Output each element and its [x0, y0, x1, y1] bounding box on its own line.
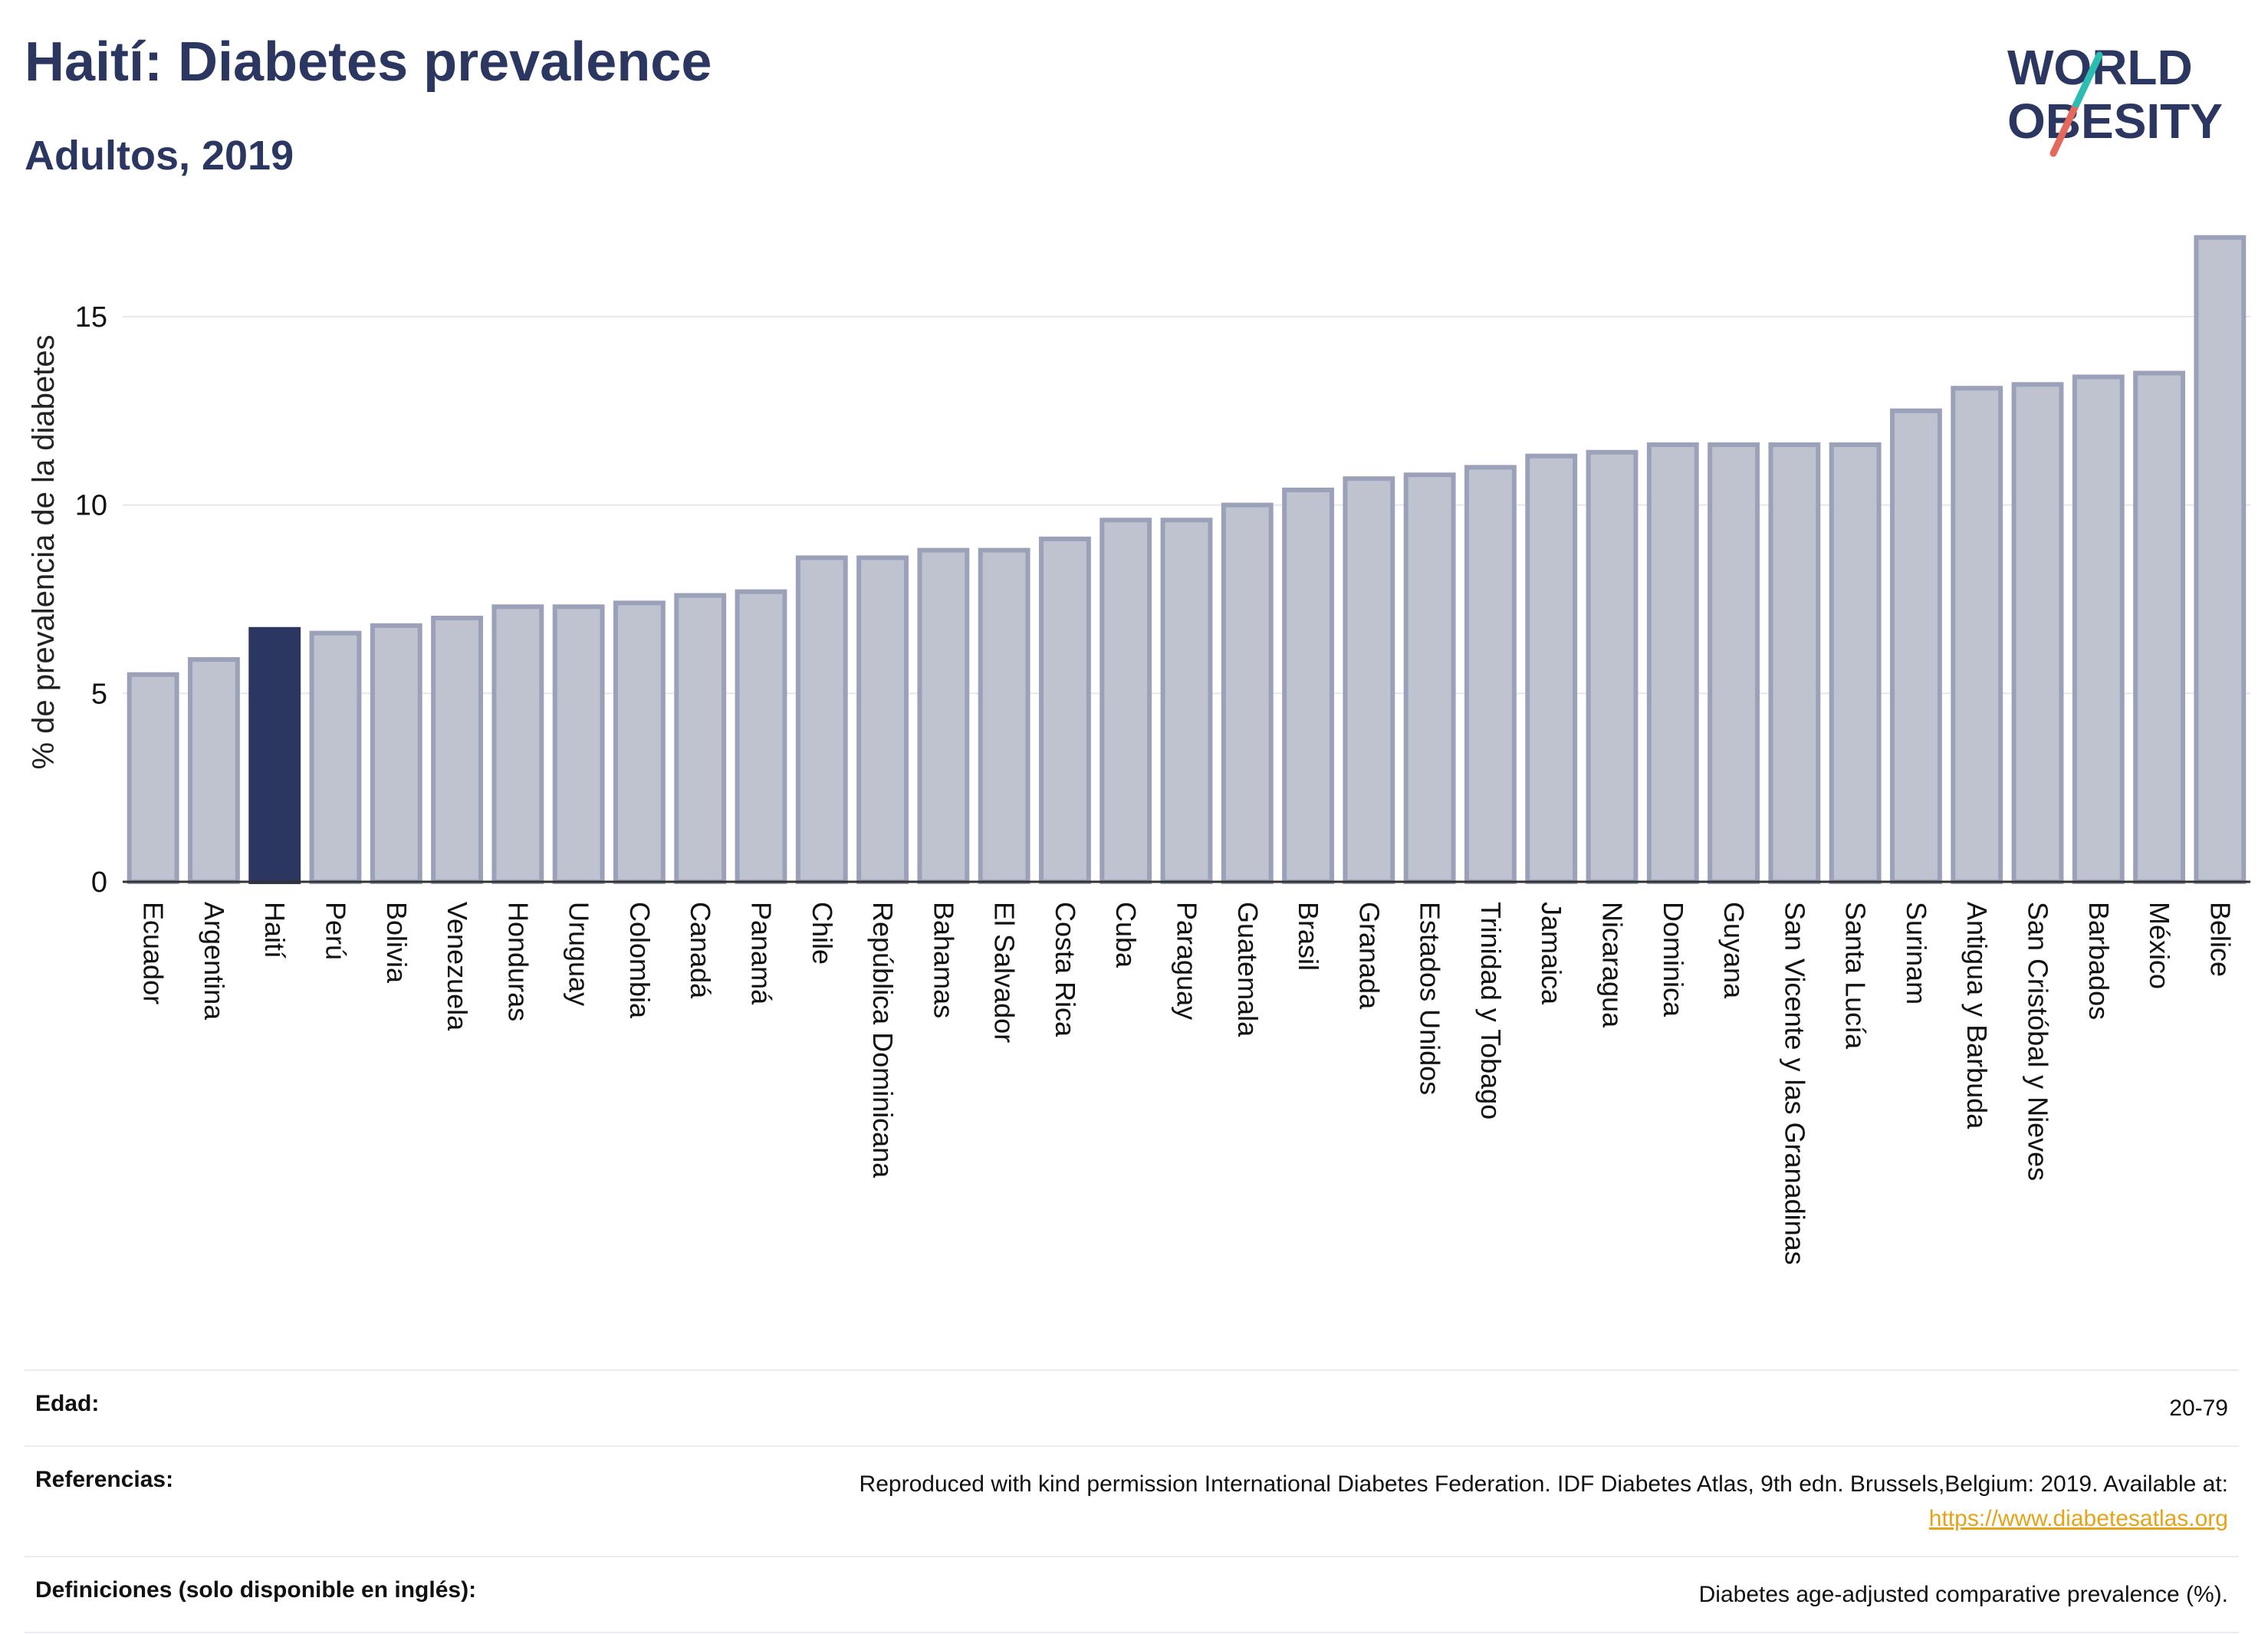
x-tick-label: Chile — [807, 902, 838, 965]
x-tick-label: Surinam — [1901, 902, 1932, 1004]
bar-17 — [1160, 518, 1213, 884]
bar-1 — [188, 657, 240, 884]
logo-slash-teal — [2072, 51, 2103, 108]
diabetes-atlas-link[interactable]: https://www.diabetesatlas.org — [1928, 1506, 2228, 1531]
x-tick-label: Belice — [2204, 902, 2236, 977]
meta-row-definitions: Definiciones (solo disponible en inglés)… — [25, 1556, 2239, 1633]
x-tick-label: Argentina — [199, 902, 230, 1021]
y-tick-label: 15 — [75, 301, 107, 334]
bar-29 — [1890, 408, 1942, 884]
bar-10 — [735, 589, 787, 884]
bar-19 — [1282, 487, 1334, 885]
bar-4 — [370, 623, 422, 884]
bar-14 — [978, 547, 1030, 884]
x-tick-label: República Dominicana — [867, 902, 899, 1179]
page-subtitle: Adultos, 2019 — [25, 133, 294, 179]
bar-21 — [1403, 472, 1456, 884]
bar-25 — [1646, 442, 1699, 884]
bar-32 — [2072, 374, 2125, 884]
x-tick-label: Antigua y Barbuda — [1961, 902, 1993, 1129]
x-tick-label: Brasil — [1293, 902, 1324, 971]
x-tick-label: San Cristóbal y Nieves — [2023, 902, 2054, 1181]
x-tick-label: Barbados — [2083, 902, 2115, 1020]
x-tick-label: Canadá — [685, 902, 716, 999]
bar-12 — [856, 555, 909, 884]
bar-5 — [431, 616, 483, 884]
logo-slash-red — [2049, 100, 2080, 157]
x-tick-label: El Salvador — [989, 902, 1021, 1043]
x-tick-label: Bahamas — [928, 902, 959, 1018]
bar-9 — [674, 593, 727, 884]
meta-age-label: Edad: — [35, 1391, 100, 1416]
bar-8 — [613, 600, 666, 884]
x-tick-label: Trinidad y Tobago — [1475, 902, 1507, 1119]
bar-2 — [248, 626, 301, 884]
x-tick-label: Uruguay — [564, 902, 595, 1006]
x-tick-label: Venezuela — [442, 902, 473, 1031]
bar-23 — [1525, 453, 1578, 884]
meta-defs-label: Definiciones (solo disponible en inglés)… — [35, 1577, 477, 1603]
y-axis-label: % de prevalencia de la diabetes — [27, 334, 61, 769]
x-tick-label: Ecuador — [138, 902, 169, 1004]
bar-26 — [1708, 442, 1760, 884]
meta-age-value: 20-79 — [2169, 1396, 2228, 1421]
x-tick-label: Haití — [259, 902, 291, 958]
x-tick-label: Bolivia — [381, 902, 413, 984]
logo-text-world: WORLD — [2007, 40, 2193, 95]
x-tick-label: Guyana — [1718, 902, 1750, 999]
bar-18 — [1221, 502, 1274, 884]
x-tick-label: Granada — [1353, 902, 1385, 1010]
bar-0 — [127, 672, 179, 884]
bar-34 — [2194, 235, 2247, 884]
bar-13 — [917, 547, 970, 884]
x-tick-label: Honduras — [502, 902, 534, 1021]
x-tick-label: Paraguay — [1172, 902, 1203, 1020]
bar-16 — [1099, 518, 1152, 884]
bar-11 — [795, 555, 848, 884]
page-title: Haití: Diabetes prevalence — [25, 31, 712, 93]
bar-28 — [1829, 442, 1882, 884]
x-tick-label: Dominica — [1658, 902, 1689, 1018]
x-tick-label: Panamá — [746, 902, 777, 1005]
bar-24 — [1586, 449, 1639, 884]
x-tick-label: Cuba — [1110, 902, 1142, 968]
bar-31 — [2011, 382, 2064, 885]
bar-20 — [1343, 476, 1395, 884]
x-tick-label: Santa Lucía — [1840, 902, 1872, 1050]
x-tick-label: Estados Unidos — [1415, 902, 1446, 1095]
x-tick-label: Guatemala — [1232, 902, 1264, 1037]
meta-row-age: Edad: 20-79 — [25, 1369, 2239, 1445]
y-tick-label: 0 — [91, 866, 107, 899]
y-tick-label: 5 — [91, 678, 107, 710]
bar-chart: 0 5 10 15 Ecuador Argentina Haití Perú Bolivia V… — [27, 235, 2250, 1265]
logo-text-obesity: OBESITY — [2007, 94, 2223, 149]
meta-refs-text: Reproduced with kind permission Internat… — [859, 1471, 2228, 1497]
metadata-table: Edad: 20-79 Referencias: Reproduced with… — [25, 1369, 2239, 1633]
x-tick-label: San Vicente y las Granadinas — [1779, 902, 1810, 1265]
x-tick-label: Costa Rica — [1050, 902, 1081, 1037]
bar-7 — [552, 604, 605, 884]
x-tick-label: Colombia — [624, 902, 656, 1019]
bar-22 — [1464, 465, 1517, 884]
meta-refs-value: Reproduced with kind permission Internat… — [860, 1467, 2228, 1536]
bar-15 — [1039, 536, 1091, 884]
x-tick-label: Nicaragua — [1597, 902, 1629, 1028]
bar-3 — [309, 630, 362, 885]
bar-33 — [2133, 370, 2185, 885]
bar-6 — [491, 604, 544, 884]
meta-row-references: Referencias: Reproduced with kind permis… — [25, 1445, 2239, 1556]
x-tick-label: Perú — [320, 902, 352, 960]
y-tick-label: 10 — [75, 490, 107, 522]
meta-refs-label: Referencias: — [35, 1467, 174, 1492]
bar-27 — [1768, 442, 1821, 884]
x-tick-label: México — [2144, 902, 2175, 989]
world-obesity-logo: WORLD OBESITY — [2007, 40, 2223, 157]
meta-defs-value: Diabetes age-adjusted comparative preval… — [1698, 1582, 2228, 1607]
x-tick-label: Jamaica — [1536, 902, 1567, 1005]
bar-30 — [1951, 386, 2003, 884]
